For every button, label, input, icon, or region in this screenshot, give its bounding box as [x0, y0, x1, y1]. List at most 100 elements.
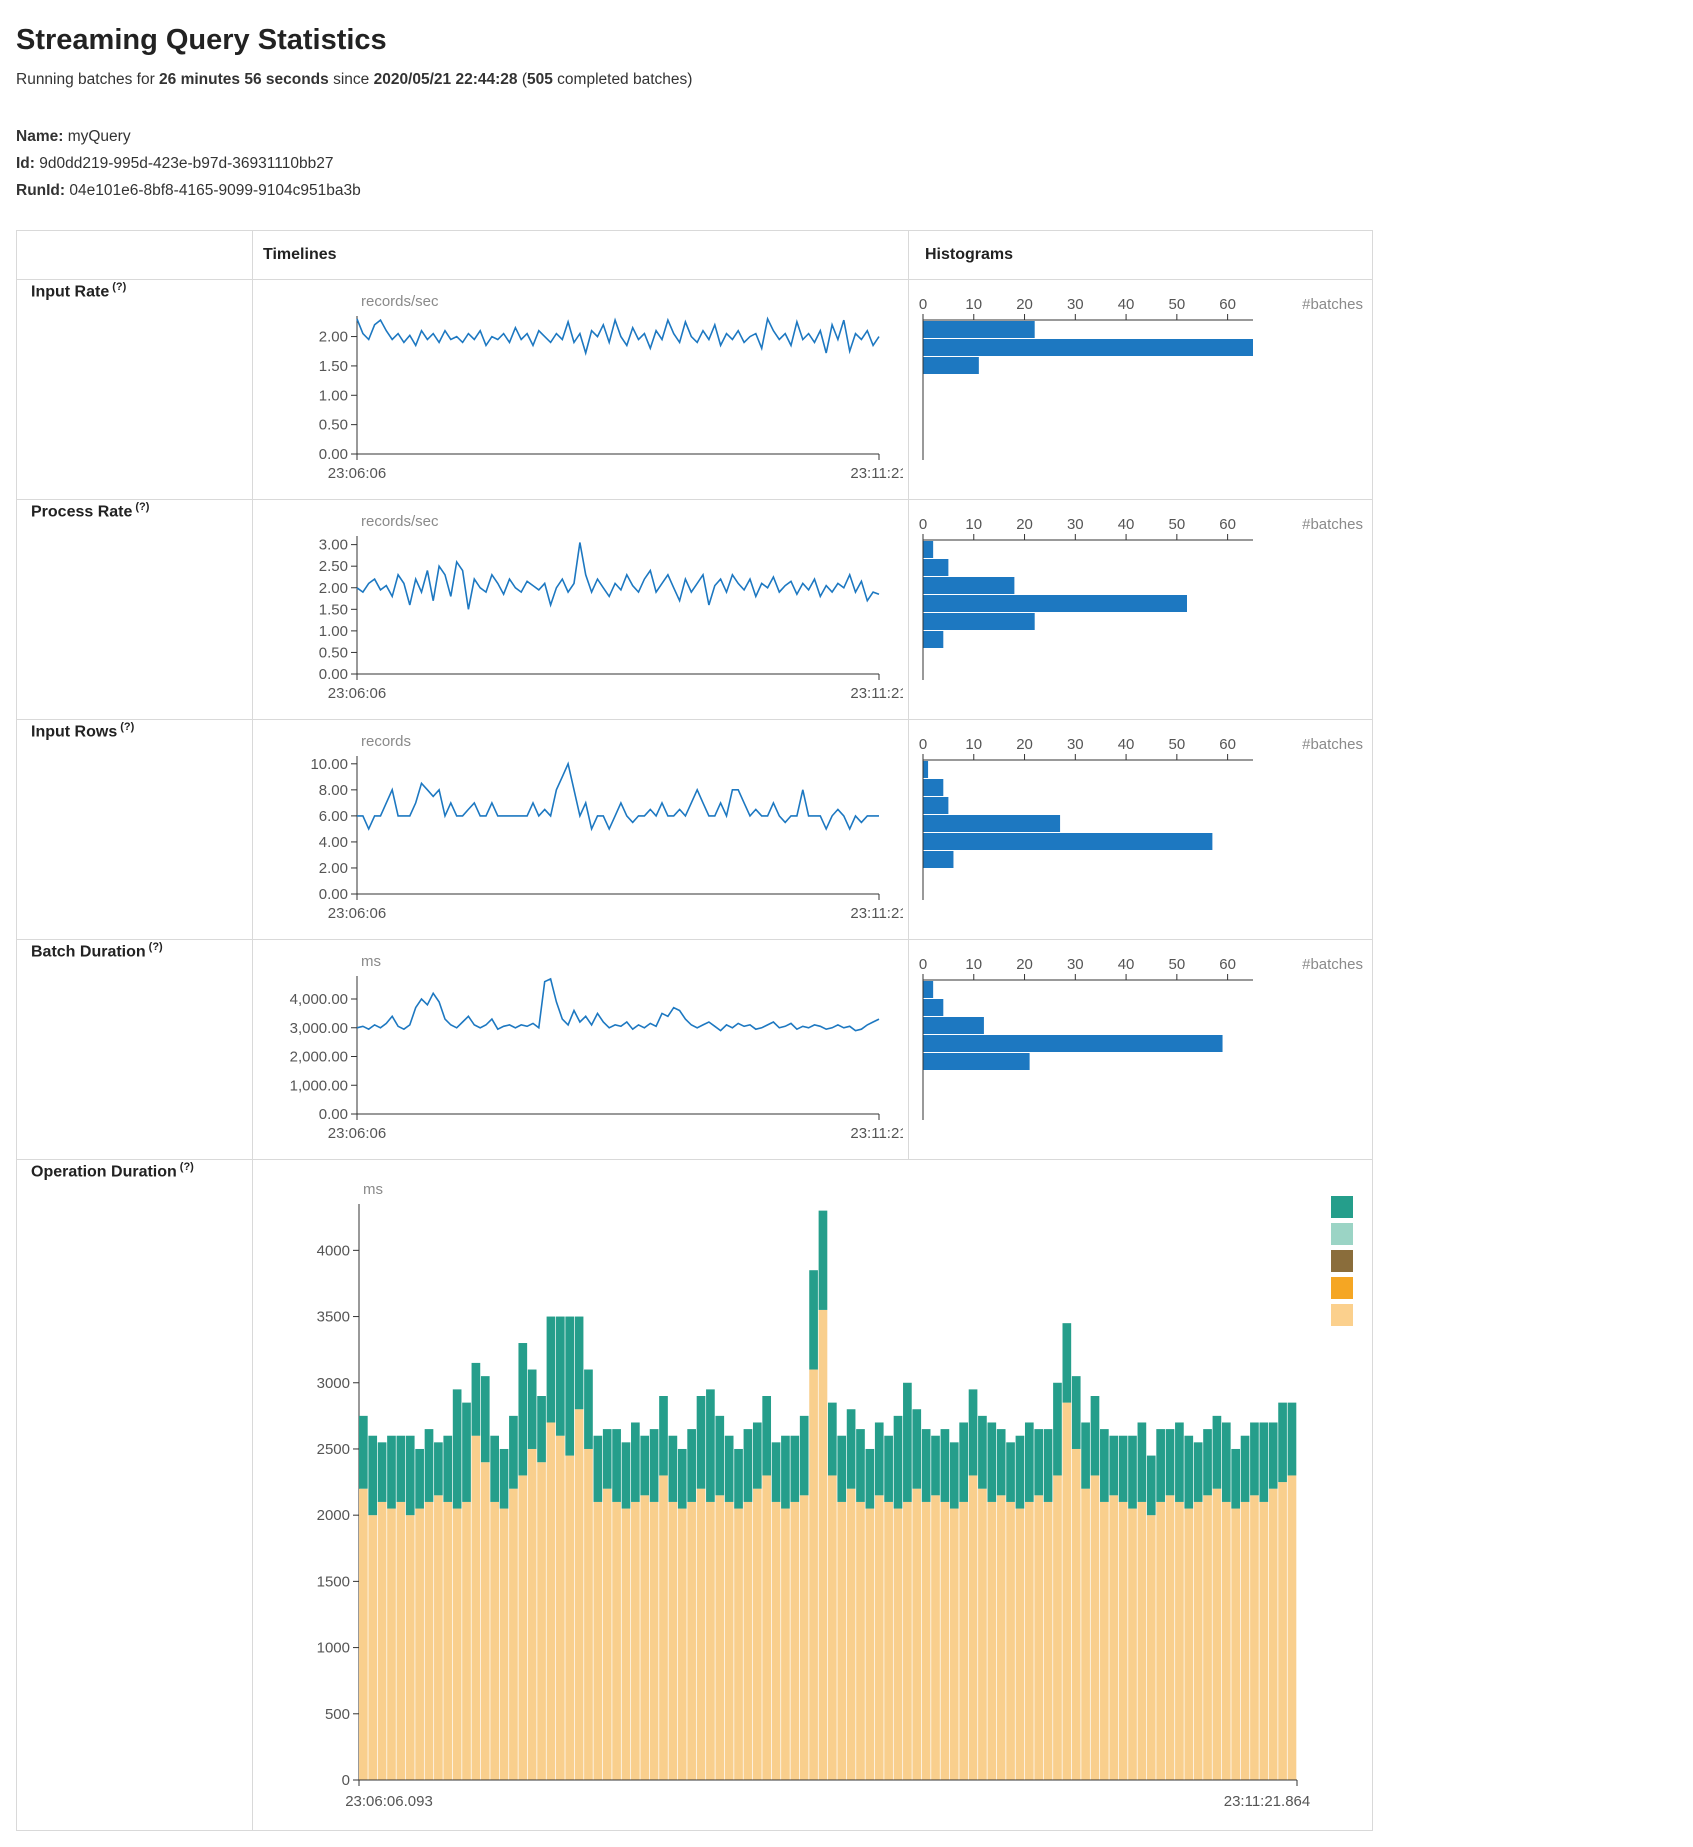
legend-swatch-4[interactable]: [1331, 1304, 1353, 1327]
operation-duration-wrap: ms 0 500 1000 1500 2000 2500 3000 3500 4000 23:06:…: [253, 1174, 1372, 1824]
query-runid-label: RunId:: [16, 182, 66, 200]
svg-text:40: 40: [1118, 516, 1135, 533]
svg-text:40: 40: [1118, 956, 1135, 973]
svg-text:0.00: 0.00: [319, 1106, 348, 1123]
svg-text:2000: 2000: [317, 1508, 350, 1525]
svg-text:10: 10: [965, 296, 982, 313]
running-batches-summary: Running batches for 26 minutes 56 second…: [16, 71, 1677, 89]
svg-text:records/sec: records/sec: [361, 293, 439, 310]
svg-text:#batches: #batches: [1302, 956, 1363, 973]
operation-duration-legend: [1331, 1196, 1353, 1331]
query-name-label: Name:: [16, 128, 64, 145]
svg-text:3500: 3500: [317, 1309, 350, 1326]
summary-batch-count: 505: [526, 71, 553, 88]
help-icon[interactable]: (?): [179, 1161, 194, 1174]
svg-text:50: 50: [1169, 956, 1186, 973]
svg-text:30: 30: [1067, 956, 1084, 973]
table-row-input-rows: Input Rows (?) records 0.00 2.00 4.00 6.00 8.0…: [16, 719, 1373, 941]
svg-text:6.00: 6.00: [319, 808, 348, 825]
svg-text:23:06:06: 23:06:06: [328, 465, 386, 482]
table-row-batch-duration: Batch Duration (?) ms 0.00 1,000.00 2,000.00…: [16, 939, 1373, 1161]
input-rows-histogram-chart: 0 10 20 30 40 50 60 #batches: [919, 736, 1363, 901]
help-icon[interactable]: (?): [112, 281, 127, 294]
legend-swatch-1[interactable]: [1331, 1223, 1353, 1246]
row-label-text: Process Rate: [31, 503, 133, 521]
column-header-histograms: Histograms: [908, 230, 1373, 281]
column-header-empty: [16, 230, 253, 281]
summary-prefix: Running batches for: [16, 71, 160, 88]
summary-since: 2020/05/21 22:44:28: [373, 71, 518, 88]
table-row-input-rate: Input Rate (?) records/sec 0.00 0.50 1.00 1.5…: [16, 279, 1373, 501]
input-rate-histogram-cell: 0 10 20 30 40 50 60 #batches: [908, 279, 1373, 501]
svg-text:3000: 3000: [317, 1375, 350, 1392]
svg-text:1.50: 1.50: [319, 602, 348, 619]
svg-text:records: records: [361, 733, 411, 750]
svg-text:23:11:21.864: 23:11:21.864: [1224, 1793, 1310, 1810]
help-icon[interactable]: (?): [120, 721, 135, 734]
help-icon[interactable]: (?): [148, 941, 163, 954]
svg-text:0.50: 0.50: [319, 645, 348, 662]
column-header-timelines: Timelines: [252, 230, 909, 281]
svg-text:20: 20: [1016, 296, 1033, 313]
query-runid-row: RunId: 04e101e6-8bf8-4165-9099-9104c951b…: [16, 177, 1677, 204]
svg-text:23:11:21: 23:11:21: [850, 1125, 903, 1142]
svg-text:3,000.00: 3,000.00: [290, 1020, 348, 1037]
input-rate-timeline-cell: records/sec 0.00 0.50 1.00 1.50 2.00 23:06:06 2…: [252, 279, 909, 501]
query-id-value: 9d0dd219-995d-423e-b97d-36931110bb27: [39, 155, 334, 173]
row-label-text: Operation Duration: [31, 1163, 177, 1181]
svg-text:8.00: 8.00: [319, 782, 348, 799]
svg-text:1.00: 1.00: [319, 623, 348, 640]
svg-text:0: 0: [342, 1772, 350, 1789]
batch-duration-timeline-cell: ms 0.00 1,000.00 2,000.00 3,000.00 4,000.00 23…: [252, 939, 909, 1161]
svg-text:60: 60: [1219, 956, 1236, 973]
svg-text:3.00: 3.00: [319, 537, 348, 554]
process-rate-histogram-chart: 0 10 20 30 40 50 60 #batches: [919, 516, 1363, 681]
operation-duration-cell: ms 0 500 1000 1500 2000 2500 3000 3500 4000 23:06:…: [252, 1159, 1373, 1832]
table-row-process-rate: Process Rate (?) records/sec 0.00 0.50 1.00 1…: [16, 499, 1373, 721]
svg-text:4,000.00: 4,000.00: [290, 991, 348, 1008]
svg-text:ms: ms: [361, 953, 381, 970]
svg-text:4.00: 4.00: [319, 834, 348, 851]
summary-suffix: completed batches): [552, 71, 693, 88]
svg-text:10: 10: [965, 736, 982, 753]
process-rate-timeline-chart: records/sec 0.00 0.50 1.00 1.50 2.00 2.50 3.00 2…: [319, 513, 908, 702]
query-name-value: myQuery: [67, 128, 131, 145]
svg-text:0.00: 0.00: [319, 446, 348, 463]
legend-swatch-2[interactable]: [1331, 1250, 1353, 1273]
svg-text:30: 30: [1067, 736, 1084, 753]
legend-swatch-3[interactable]: [1331, 1277, 1353, 1300]
svg-text:50: 50: [1169, 296, 1186, 313]
svg-text:60: 60: [1219, 736, 1236, 753]
svg-text:23:06:06.093: 23:06:06.093: [345, 1793, 433, 1810]
svg-text:#batches: #batches: [1302, 516, 1363, 533]
svg-text:0: 0: [919, 296, 927, 313]
svg-text:23:06:06: 23:06:06: [328, 905, 386, 922]
svg-text:10: 10: [965, 516, 982, 533]
row-label-text: Input Rows: [31, 723, 118, 741]
query-metadata: Name: myQuery Id: 9d0dd219-995d-423e-b97…: [16, 123, 1677, 204]
legend-swatch-0[interactable]: [1331, 1196, 1353, 1219]
svg-text:1500: 1500: [317, 1574, 350, 1591]
batch-duration-histogram-cell: 0 10 20 30 40 50 60 #batches: [908, 939, 1373, 1161]
svg-text:0: 0: [919, 516, 927, 533]
table-row-operation-duration: Operation Duration (?) ms 0 500 1000 1500 2000…: [16, 1159, 1373, 1832]
svg-text:1.50: 1.50: [319, 358, 348, 375]
svg-text:23:11:21: 23:11:21: [850, 685, 903, 702]
svg-text:60: 60: [1219, 516, 1236, 533]
row-label-input-rows: Input Rows (?): [16, 719, 253, 941]
svg-text:records/sec: records/sec: [361, 513, 439, 530]
svg-text:30: 30: [1067, 516, 1084, 533]
input-rows-timeline-cell: records 0.00 2.00 4.00 6.00 8.00 10.00 23:06:06…: [252, 719, 909, 941]
svg-text:2.00: 2.00: [319, 860, 348, 877]
svg-text:2.50: 2.50: [319, 559, 348, 576]
svg-text:2,000.00: 2,000.00: [290, 1049, 348, 1066]
process-rate-histogram-cell: 0 10 20 30 40 50 60 #batches: [908, 499, 1373, 721]
summary-open-paren: (: [517, 71, 527, 88]
query-runid-value: 04e101e6-8bf8-4165-9099-9104c951ba3b: [69, 182, 361, 200]
svg-text:50: 50: [1169, 736, 1186, 753]
query-name-row: Name: myQuery: [16, 123, 1677, 150]
help-icon[interactable]: (?): [135, 501, 150, 514]
svg-text:1000: 1000: [317, 1640, 350, 1657]
input-rate-timeline-chart: records/sec 0.00 0.50 1.00 1.50 2.00 23:06:06 2…: [319, 293, 908, 482]
svg-text:0.00: 0.00: [319, 886, 348, 903]
